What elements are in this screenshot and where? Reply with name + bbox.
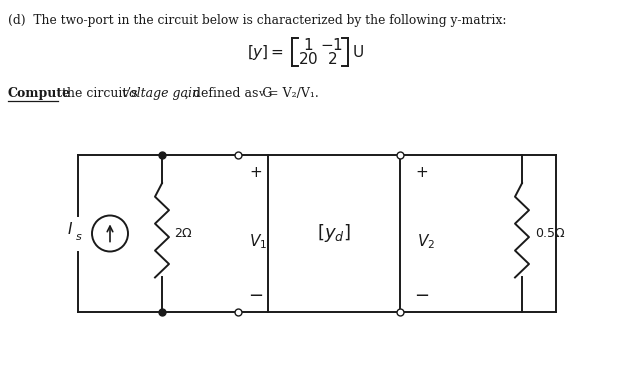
Text: the circuit’s: the circuit’s <box>58 87 142 100</box>
Text: $0.5\Omega$: $0.5\Omega$ <box>535 227 566 240</box>
Text: $2$: $2$ <box>327 51 337 67</box>
Text: $[y_d]$: $[y_d]$ <box>317 222 351 244</box>
Text: $20$: $20$ <box>298 51 318 67</box>
Text: Compute: Compute <box>8 87 71 100</box>
Text: $+$: $+$ <box>415 166 429 180</box>
Text: voltage gain: voltage gain <box>122 87 200 100</box>
Text: $[y]$: $[y]$ <box>247 43 269 62</box>
Text: (d)  The two-port in the circuit below is characterized by the following y-matri: (d) The two-port in the circuit below is… <box>8 14 507 27</box>
Text: $I$: $I$ <box>67 221 73 236</box>
Text: $+$: $+$ <box>249 166 263 180</box>
Text: = V₂/V₁.: = V₂/V₁. <box>264 87 319 100</box>
Text: $\mathrm{U}$: $\mathrm{U}$ <box>352 44 364 60</box>
Text: $s$: $s$ <box>75 232 83 241</box>
Text: , defined as G: , defined as G <box>185 87 272 100</box>
Text: $-1$: $-1$ <box>321 37 344 53</box>
Text: v: v <box>258 89 264 98</box>
Text: $=$: $=$ <box>268 45 284 59</box>
Text: $V_2$: $V_2$ <box>417 232 435 251</box>
Text: $V_1$: $V_1$ <box>249 232 267 251</box>
Text: $-$: $-$ <box>415 285 429 303</box>
Text: $2\Omega$: $2\Omega$ <box>174 227 193 240</box>
Text: $-$: $-$ <box>249 285 263 303</box>
Text: $1$: $1$ <box>303 37 313 53</box>
Bar <box>268 155 400 312</box>
